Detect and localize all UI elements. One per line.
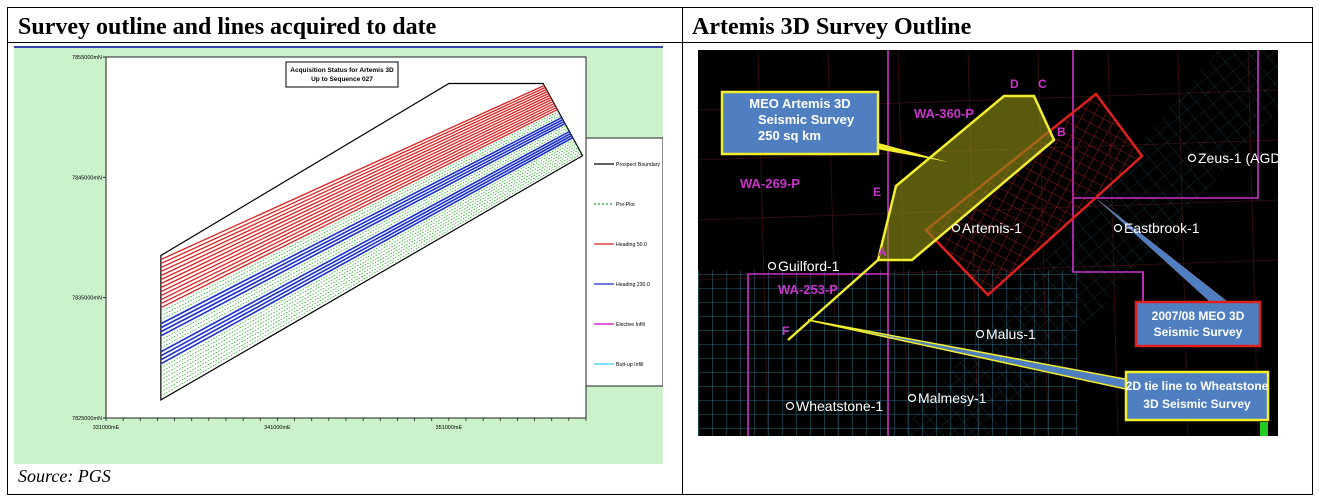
heading-50-line xyxy=(160,86,546,265)
pre-plot-line xyxy=(160,111,559,313)
heading-50-line xyxy=(160,96,552,285)
heading-230-line xyxy=(160,120,565,333)
tie-callout-box xyxy=(1124,370,1270,422)
chart-subtitle: Up to Sequence 027 xyxy=(311,76,373,83)
legend-label: Elective Infill xyxy=(616,322,645,328)
well-marker-icon xyxy=(1187,153,1197,163)
heading-50-line xyxy=(160,106,557,305)
artemis-survey-map: MEO Artemis 3D Seismic Survey 250 sq km … xyxy=(698,50,1278,436)
tie-callout-line1: 2D tie line to Wheatstone xyxy=(1126,379,1269,393)
permit-label-wa-360-p: WA-360-P xyxy=(914,106,974,121)
legend-label: Prospect Boundary xyxy=(616,162,661,168)
left-panel-title: Survey outline and lines acquired to dat… xyxy=(18,14,437,40)
legend-label: Pre-Plot xyxy=(616,202,635,208)
pre-plot-line xyxy=(160,129,569,349)
meo-callout-box xyxy=(1134,300,1262,348)
x-tick-label: 341000mE xyxy=(264,425,291,431)
corner-label-c: C xyxy=(1038,77,1047,91)
pre-plot-line xyxy=(160,125,567,341)
green-marker xyxy=(1260,422,1268,436)
heading-230-line xyxy=(160,130,570,353)
pre-plot-line xyxy=(160,149,580,389)
permit-label-wa-269-p: WA-269-P xyxy=(740,176,800,191)
well-marker-icon xyxy=(785,401,795,411)
well-label: Guilford-1 xyxy=(778,258,840,274)
heading-50-line xyxy=(160,98,553,289)
meo-callout-line2: Seismic Survey xyxy=(1154,325,1243,339)
heading-230-line xyxy=(160,132,571,357)
x-tick-label: 331000mE xyxy=(93,425,120,431)
y-axis: 7855000mN 7845000mN 7835000mN 7825000mN xyxy=(72,55,106,422)
plot-area xyxy=(105,56,587,419)
y-tick-label: 7835000mN xyxy=(72,296,102,302)
heading-50-line xyxy=(160,88,547,269)
artemis-survey-outline xyxy=(876,94,1056,262)
well-marker-icon xyxy=(1113,223,1123,233)
chart-title-box xyxy=(285,61,399,88)
corner-label-e: E xyxy=(873,185,881,199)
survey-callout-box xyxy=(720,90,880,156)
heading-230-line xyxy=(160,136,574,365)
legend-label: Heading 50.0 xyxy=(616,242,647,248)
legend-label: Butt-up Infill xyxy=(616,362,643,368)
chart-title: Acquisition Status for Artemis 3D xyxy=(290,67,394,74)
survey-callout-line2: Seismic Survey xyxy=(758,112,855,127)
heading-50-line xyxy=(160,90,548,273)
tie-line xyxy=(787,259,879,341)
chart-top-rule xyxy=(14,46,663,48)
heading-50-line xyxy=(160,108,558,309)
well-marker-icon xyxy=(767,261,777,271)
y-tick-label: 7845000mN xyxy=(72,175,102,181)
x-tick-label: 351000mE xyxy=(436,425,463,431)
header-divider xyxy=(8,42,1312,43)
heading-230-line xyxy=(160,134,573,361)
heading-50-line xyxy=(160,100,554,293)
legend-box xyxy=(585,137,663,387)
well-markers: Zeus-1 (AGD Eastbrook-1 Artemis-1 Guilford-… xyxy=(767,150,1278,414)
heading-50-line xyxy=(160,94,550,281)
pre-plot-line xyxy=(160,139,575,369)
corner-label-b: B xyxy=(1057,125,1066,139)
y-tick-label: 7855000mN xyxy=(72,55,102,61)
permit-label-wa-253-p: WA-253-P xyxy=(778,282,838,297)
well-marker-icon xyxy=(975,329,985,339)
well-label: Zeus-1 (AGD xyxy=(1198,150,1278,166)
heading-50-line xyxy=(160,102,555,297)
well-marker-icon xyxy=(951,223,961,233)
well-label: Eastbrook-1 xyxy=(1124,220,1200,236)
survey-lines xyxy=(160,82,584,401)
well-label: Malus-1 xyxy=(986,326,1036,342)
pre-plot-line xyxy=(160,143,577,377)
heading-50-line xyxy=(160,92,549,277)
legend: Prospect Boundary Pre-Plot Heading 50.0 Hea… xyxy=(594,162,661,368)
heading-50-line xyxy=(160,104,556,301)
heading-230-line xyxy=(160,122,566,337)
corner-label-f: F xyxy=(782,324,789,338)
document-table: Survey outline and lines acquired to dat… xyxy=(7,7,1313,495)
x-axis: 331000mE 341000mE 351000mE xyxy=(93,418,587,431)
corner-label-d: D xyxy=(1010,77,1019,91)
column-divider xyxy=(682,8,683,494)
survey-callout-line1: MEO Artemis 3D xyxy=(749,96,850,111)
pre-plot-line xyxy=(160,141,576,373)
heading-230-line xyxy=(160,116,563,325)
tie-callout-line2: 3D Seismic Survey xyxy=(1143,397,1251,411)
heading-50-line xyxy=(160,84,545,261)
source-note: Source: PGS xyxy=(18,466,111,486)
heading-230-line xyxy=(160,118,564,329)
well-marker-icon xyxy=(907,393,917,403)
pre-plot-line xyxy=(160,151,581,393)
pre-plot-line xyxy=(160,147,579,385)
pre-plot-line xyxy=(160,113,560,317)
y-tick-label: 7825000mN xyxy=(72,416,102,422)
meo-callout-line1: 2007/08 MEO 3D xyxy=(1152,309,1245,323)
well-label: Artemis-1 xyxy=(962,220,1022,236)
well-label: Malmesy-1 xyxy=(918,390,987,406)
legend-label: Heading 230.0 xyxy=(616,282,650,288)
well-label: Wheatstone-1 xyxy=(796,398,883,414)
corner-label-a: A xyxy=(878,245,887,259)
right-panel-title: Artemis 3D Survey Outline xyxy=(692,14,972,40)
survey-callout-line3: 250 sq km xyxy=(758,128,821,143)
acquisition-status-chart: Acquisition Status for Artemis 3D Up to … xyxy=(14,46,663,464)
